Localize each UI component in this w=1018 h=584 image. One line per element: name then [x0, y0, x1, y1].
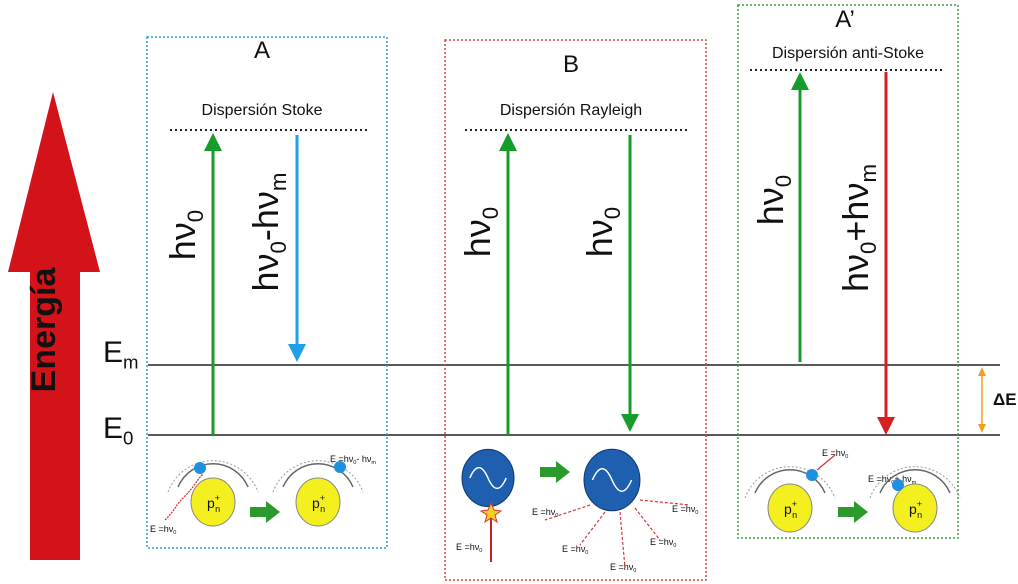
- text-part: E =hν: [610, 562, 634, 572]
- page: ΔE EnergíaEmE0ADispersión Stokehν0hν0-hν…: [0, 0, 1018, 584]
- process-arrow: [250, 501, 280, 523]
- text-part: E =hν: [532, 507, 556, 517]
- text-part: hν: [579, 219, 620, 257]
- text-part: +: [320, 493, 325, 503]
- delta-e-head: [978, 367, 986, 376]
- text-part: 0: [673, 543, 676, 549]
- transition-label: hν0: [750, 175, 796, 225]
- text-part: +: [792, 499, 797, 509]
- text-part: hν: [457, 219, 498, 257]
- text-part: 0: [478, 207, 503, 219]
- text-part: 0: [183, 210, 208, 222]
- text-part: E =hν: [868, 474, 892, 484]
- text-part: m: [856, 164, 881, 183]
- transition-label: hν0-hνm: [245, 172, 291, 291]
- energy-note: E =hν0: [150, 524, 176, 536]
- electron: [334, 461, 346, 473]
- text-part: p: [784, 501, 792, 517]
- text-part: -hν: [245, 191, 286, 241]
- text-part: n: [917, 510, 922, 520]
- text-part: n: [320, 504, 325, 514]
- text-part: 0: [266, 241, 291, 253]
- energy-note: E =hν0: [610, 562, 636, 574]
- energy-note: E =hν0: [456, 542, 482, 554]
- energy-label: Energía: [25, 267, 63, 393]
- nucleus-label: p+n: [909, 499, 922, 520]
- transition-label: hν0: [162, 210, 208, 260]
- electron: [194, 462, 206, 474]
- panel-letter: A’: [835, 6, 855, 33]
- text-part: E =hν: [150, 524, 174, 534]
- arrow-head: [877, 417, 895, 435]
- level-label-e0: E0: [103, 412, 133, 449]
- electron: [892, 479, 904, 491]
- text-part: 0: [695, 510, 698, 516]
- transition-label: hν0: [457, 207, 503, 257]
- text-part: hν: [162, 222, 203, 260]
- panel-title: Dispersión Stoke: [202, 102, 323, 119]
- scattered-photon: [635, 508, 660, 540]
- text-part: hν: [750, 187, 791, 225]
- text-part: E: [103, 412, 123, 445]
- transition-label: hν0+hνm: [835, 164, 881, 292]
- text-part: p: [207, 495, 215, 511]
- energy-note: E =hν0: [562, 544, 588, 556]
- text-part: +: [215, 493, 220, 503]
- text-part: E =hν: [672, 504, 696, 514]
- text-part: 0: [856, 242, 881, 254]
- text-part: E =hν: [456, 542, 480, 552]
- text-part: hν: [245, 254, 286, 292]
- text-part: 0: [123, 428, 133, 449]
- text-part: 0: [845, 454, 848, 460]
- text-part: n: [792, 510, 797, 520]
- process-arrow: [838, 501, 868, 523]
- text-part: n: [215, 504, 220, 514]
- arrow-head: [621, 414, 639, 432]
- arrow-head: [791, 72, 809, 90]
- scattered-photon: [580, 512, 605, 545]
- panel-title: Dispersión anti-Stoke: [772, 45, 924, 62]
- text-part: 0: [771, 175, 796, 187]
- nucleus-label: p+n: [312, 493, 325, 514]
- scattered-photon: [620, 512, 625, 568]
- process-arrow: [540, 461, 570, 483]
- nucleus-label: p+n: [784, 499, 797, 520]
- scattered-photon: [640, 500, 690, 505]
- text-part: +hν: [835, 183, 876, 242]
- delta-e-label: ΔE: [993, 390, 1017, 409]
- nucleus-label: p+n: [207, 493, 220, 514]
- diagram: ΔE EnergíaEmE0ADispersión Stokehν0hν0-hν…: [0, 0, 1018, 584]
- energy-note: E =hν0: [650, 537, 676, 549]
- text-part: E =hν: [650, 537, 674, 547]
- text-part: m: [123, 352, 139, 373]
- text-part: p: [909, 501, 917, 517]
- delta-e-head: [978, 424, 986, 433]
- text-part: 0: [173, 530, 176, 536]
- text-part: E: [103, 336, 123, 369]
- text-part: hν: [835, 254, 876, 292]
- arrow-head: [288, 344, 306, 362]
- text-part: - hν: [356, 454, 372, 464]
- text-part: 0: [479, 548, 482, 554]
- text-part: 0: [633, 568, 636, 574]
- panel-title: Dispersión Rayleigh: [500, 102, 642, 119]
- text-part: m: [371, 460, 376, 466]
- text-part: 0: [600, 207, 625, 219]
- text-part: 0: [585, 550, 588, 556]
- level-label-em: Em: [103, 336, 139, 373]
- energy-note: E =hν0: [672, 504, 698, 516]
- panel-letter: A: [254, 37, 270, 64]
- panel-letter: B: [563, 51, 579, 78]
- text-part: E =hν: [562, 544, 586, 554]
- transition-label: hν0: [579, 207, 625, 257]
- energy-note: E =hν0: [822, 448, 848, 460]
- text-part: +: [917, 499, 922, 509]
- arrow-head: [499, 133, 517, 151]
- text-part: m: [266, 172, 291, 191]
- text-part: p: [312, 495, 320, 511]
- arrow-head: [204, 133, 222, 151]
- electron: [806, 469, 818, 481]
